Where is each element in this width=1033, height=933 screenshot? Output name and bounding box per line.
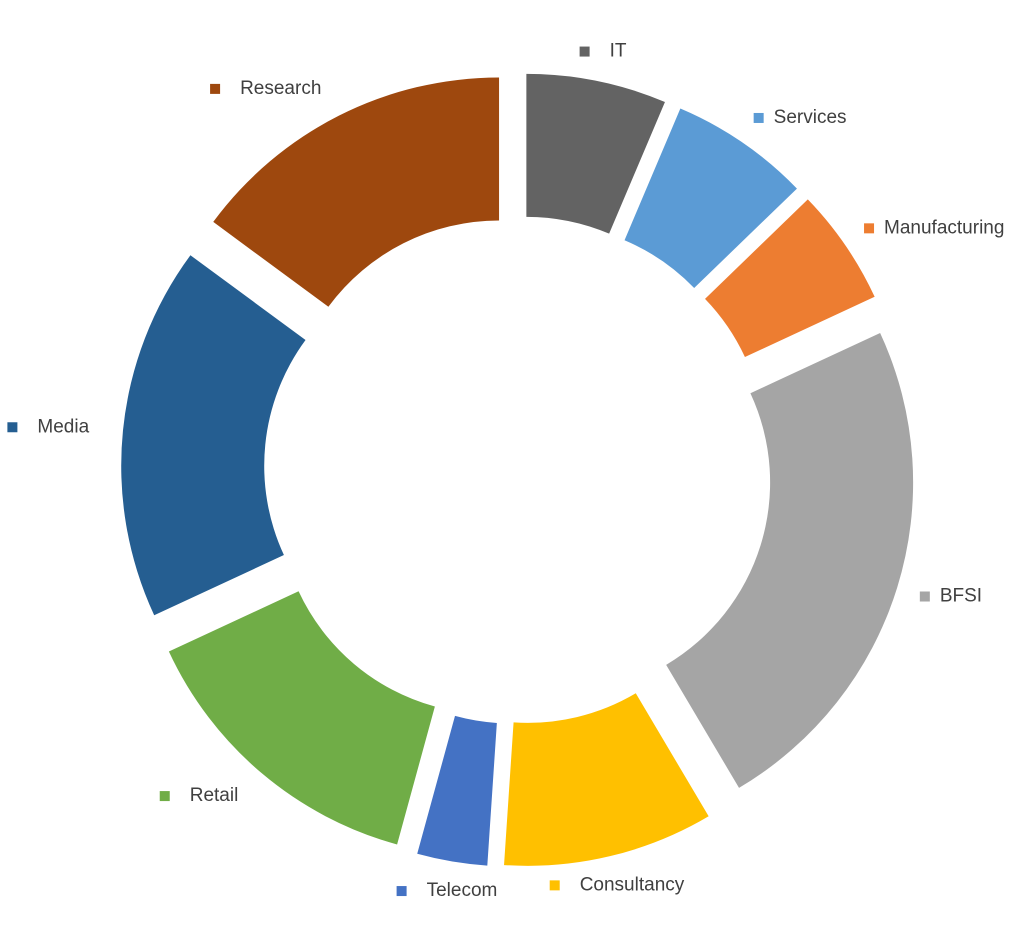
label-marker-retail — [159, 791, 170, 802]
slice-consultancy[interactable] — [504, 693, 709, 866]
label-marker-bfsi — [919, 591, 930, 602]
slice-it[interactable] — [526, 73, 665, 234]
slice-telecom[interactable] — [417, 715, 497, 866]
data-label-services: Services — [774, 107, 847, 128]
label-marker-media — [7, 422, 18, 433]
data-label-media: Media — [37, 416, 89, 437]
label-marker-manufacturing — [864, 223, 875, 234]
label-marker-telecom — [396, 886, 407, 897]
data-label-telecom: Telecom — [427, 880, 498, 901]
label-marker-research — [210, 83, 221, 94]
slice-bfsi[interactable] — [666, 333, 914, 788]
data-label-consultancy: Consultancy — [580, 874, 685, 895]
label-marker-consultancy — [549, 880, 560, 891]
data-label-bfsi: BFSI — [940, 586, 982, 607]
slice-manufacturing[interactable] — [705, 199, 875, 357]
data-label-manufacturing: Manufacturing — [884, 217, 1004, 238]
slice-research[interactable] — [213, 77, 500, 307]
data-label-research: Research — [240, 78, 321, 99]
slice-retail[interactable] — [168, 591, 435, 845]
data-label-retail: Retail — [190, 785, 239, 806]
slice-services[interactable] — [624, 108, 797, 288]
label-marker-services — [753, 112, 764, 123]
label-marker-it — [579, 46, 590, 57]
slice-media[interactable] — [121, 255, 306, 616]
data-label-it: IT — [610, 41, 627, 62]
